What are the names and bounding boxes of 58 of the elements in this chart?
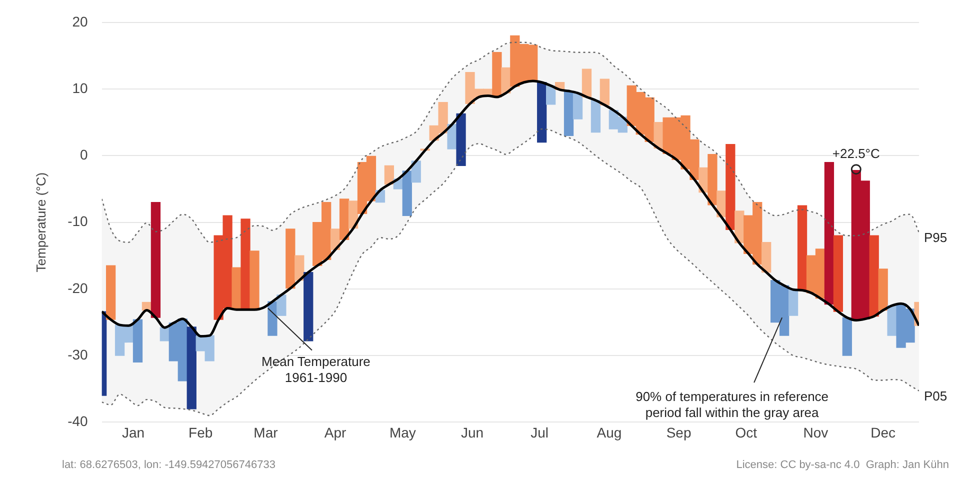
bar bbox=[590, 100, 601, 133]
bar bbox=[869, 235, 879, 317]
bar bbox=[411, 160, 421, 183]
y-tick-label: -40 bbox=[68, 413, 88, 430]
bar bbox=[132, 319, 143, 363]
bar bbox=[726, 144, 736, 230]
bar bbox=[240, 218, 250, 310]
x-tick-label: Dec bbox=[870, 424, 896, 440]
bar bbox=[268, 301, 278, 336]
bar bbox=[833, 235, 843, 312]
bar bbox=[564, 90, 574, 136]
bar bbox=[762, 242, 772, 273]
bar bbox=[304, 272, 314, 342]
bar bbox=[186, 326, 196, 410]
bar bbox=[708, 154, 718, 206]
bar bbox=[878, 268, 888, 311]
bar bbox=[537, 82, 547, 143]
bar bbox=[339, 198, 350, 240]
annotation: Mean Temperature 1961-1990 bbox=[262, 354, 370, 385]
x-tick-label: Mar bbox=[254, 424, 278, 440]
y-tick-label: -20 bbox=[68, 280, 88, 296]
bar bbox=[106, 265, 116, 320]
x-tick-label: Oct bbox=[735, 424, 758, 440]
x-tick-label: Nov bbox=[803, 424, 828, 440]
y-tick-label: 20 bbox=[72, 13, 88, 30]
annotation: +22.5°C bbox=[832, 146, 880, 161]
series-label: P05 bbox=[924, 388, 948, 404]
x-tick-label: Jul bbox=[530, 424, 549, 440]
text: License: CC by-sa-nc 4.0 Graph: Jan Kühn bbox=[736, 459, 949, 472]
bar bbox=[402, 170, 412, 216]
bar bbox=[456, 113, 466, 166]
x-tick-label: Jun bbox=[460, 424, 484, 440]
bar bbox=[276, 294, 286, 316]
bar bbox=[824, 162, 834, 305]
x-tick-label: Feb bbox=[188, 424, 213, 440]
bar bbox=[600, 78, 610, 106]
bar bbox=[797, 205, 808, 291]
bar bbox=[788, 289, 798, 316]
x-tick-label: Apr bbox=[324, 424, 347, 440]
x-tick-label: Aug bbox=[596, 424, 622, 440]
x-tick-label: May bbox=[389, 424, 416, 440]
bar bbox=[582, 68, 592, 98]
bar bbox=[250, 250, 260, 310]
bar bbox=[842, 317, 852, 356]
y-axis-title: Temperature (°C) bbox=[33, 172, 48, 272]
text: lat: 68.6276503, lon: -149.59427056746733 bbox=[62, 459, 276, 472]
y-tick-label: -10 bbox=[68, 213, 88, 230]
annotation: 90% of temperatures in reference period fall within the gray area bbox=[636, 389, 829, 420]
bar bbox=[492, 52, 502, 98]
y-tick-label: 10 bbox=[72, 80, 88, 96]
bar bbox=[150, 202, 161, 318]
bar bbox=[572, 92, 583, 120]
x-tick-label: Sep bbox=[666, 424, 692, 440]
y-tick-label: -30 bbox=[68, 346, 88, 362]
series-label: P95 bbox=[924, 230, 948, 245]
y-tick-label: 0 bbox=[80, 146, 88, 163]
x-tick-label: Jan bbox=[122, 424, 145, 440]
bar bbox=[286, 228, 296, 289]
